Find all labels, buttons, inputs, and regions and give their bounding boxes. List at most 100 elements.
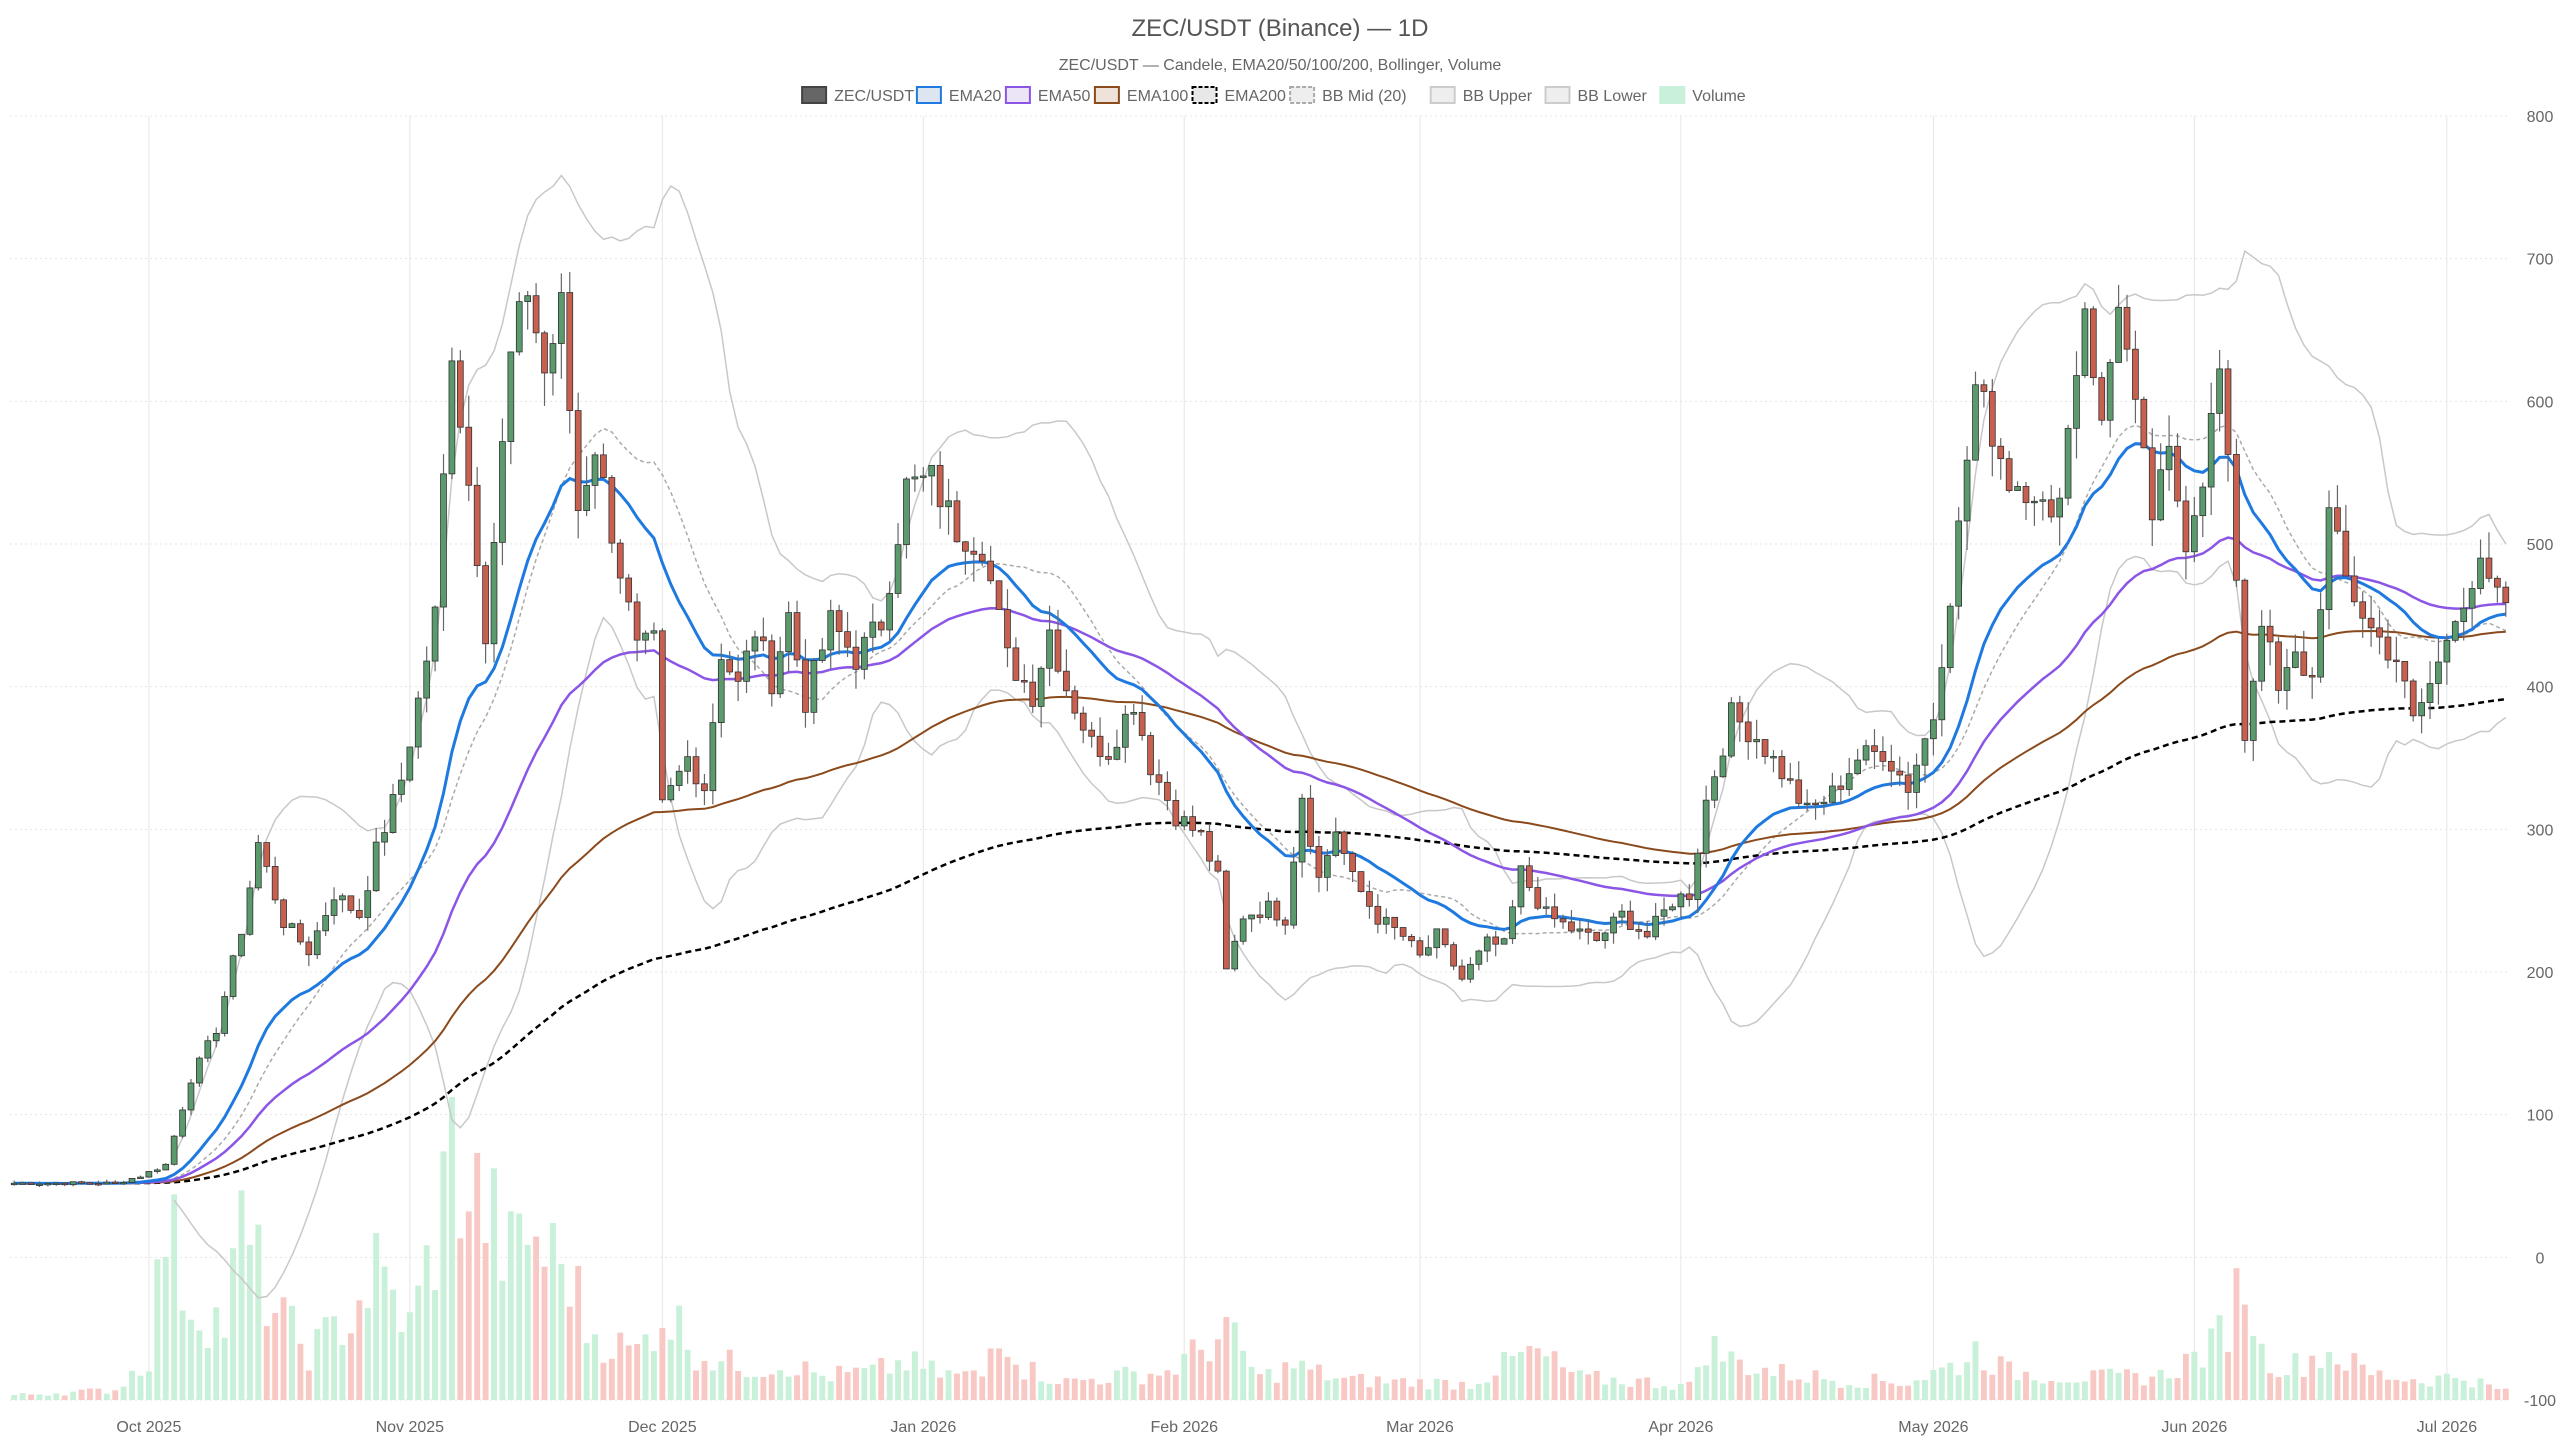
legend-swatch — [1191, 86, 1218, 104]
volume-bar — [53, 1393, 60, 1400]
candle-body — [1770, 756, 1777, 759]
volume-bar — [2208, 1328, 2215, 1400]
legend-item: EMA200 — [1191, 86, 1286, 105]
volume-bar — [1720, 1361, 1726, 1400]
volume-bar — [2494, 1388, 2501, 1400]
volume-bar — [1972, 1341, 1979, 1400]
volume-bar — [970, 1370, 977, 1400]
candle-body — [440, 473, 447, 608]
candle-body — [389, 794, 397, 833]
candle-body — [591, 454, 599, 486]
volume-bar — [2140, 1385, 2147, 1400]
volume-bar — [1391, 1379, 1398, 1400]
candle-body — [1736, 702, 1744, 723]
candle-body — [2334, 507, 2341, 532]
candle-body — [1248, 914, 1255, 920]
y-tick-label: -100 — [2524, 1393, 2556, 1410]
candle-body — [2165, 445, 2173, 471]
legend-swatch — [801, 86, 828, 104]
candle-body — [1761, 739, 1769, 757]
volume-bar — [2216, 1315, 2223, 1400]
legend-item: EMA20 — [915, 86, 1001, 105]
volume-bar — [1930, 1370, 1937, 1400]
volume-bar — [1130, 1371, 1137, 1400]
legend-swatch — [1004, 86, 1031, 104]
candle-body — [1096, 735, 1104, 757]
volume-bar — [70, 1391, 77, 1400]
ema50-line — [14, 536, 2506, 1185]
volume-bar — [1610, 1377, 1617, 1400]
volume-bar — [1947, 1362, 1954, 1400]
legend-label: BB Lower — [1578, 88, 1648, 105]
volume-bar — [1299, 1360, 1306, 1400]
volume-bar — [2385, 1379, 2391, 1400]
candle-body — [456, 360, 464, 428]
candle-body — [2047, 499, 2055, 518]
legend-swatch — [1289, 86, 1316, 104]
candle-body — [1391, 916, 1399, 928]
volume-bar — [11, 1395, 18, 1400]
volume-bar — [516, 1213, 523, 1400]
volume-bar — [836, 1365, 843, 1400]
candle-body — [760, 636, 767, 642]
candle-body — [1004, 609, 1011, 649]
candle-body — [936, 465, 944, 508]
candle-body — [2106, 362, 2114, 421]
volume-bar — [2393, 1379, 2400, 1400]
volume-bar — [1593, 1370, 1600, 1400]
candle-body — [473, 484, 481, 567]
candle-body — [827, 610, 835, 651]
volume-bar — [1736, 1359, 1743, 1400]
volume-bar — [2149, 1376, 2156, 1400]
candle-body — [2022, 486, 2030, 504]
candle-body — [852, 646, 860, 670]
candle-body — [566, 292, 574, 411]
volume-bar — [1585, 1374, 1592, 1400]
candle-body — [995, 580, 1003, 610]
volume-bar — [44, 1395, 51, 1400]
candle-body — [1526, 865, 1533, 888]
volume-bar — [1576, 1370, 1583, 1400]
volume-bar — [2225, 1351, 2231, 1400]
volume-bar — [28, 1394, 34, 1400]
volume-bar — [844, 1372, 851, 1400]
candle-body — [1467, 963, 1474, 980]
volume-bar — [810, 1372, 817, 1400]
volume-bar — [406, 1312, 413, 1400]
candle-body — [962, 541, 969, 552]
ema100-line — [14, 629, 2506, 1185]
volume-bar — [541, 1266, 548, 1400]
volume-bar — [726, 1349, 733, 1400]
volume-bar — [1408, 1386, 1415, 1400]
candle-body — [2182, 500, 2190, 553]
volume-bar — [2048, 1380, 2055, 1400]
candle-body — [1837, 785, 1845, 790]
candle-body — [2199, 486, 2207, 517]
volume-bar — [743, 1377, 750, 1400]
candle-body — [2502, 586, 2510, 604]
volume-bar — [137, 1375, 144, 1400]
candle-body — [103, 1181, 111, 1185]
candle-body — [1458, 965, 1466, 980]
volume-bar — [1922, 1379, 1928, 1400]
legend-item: EMA50 — [1004, 86, 1090, 105]
candle-body — [27, 1182, 35, 1185]
candle-body — [423, 660, 431, 699]
volume-bar — [1113, 1370, 1120, 1400]
volume-bar — [1492, 1375, 1499, 1400]
volume-bar — [78, 1389, 85, 1400]
candle-body — [120, 1181, 127, 1185]
candle-body — [1307, 797, 1314, 847]
volume-bar — [878, 1358, 885, 1400]
candle-body — [1669, 906, 1676, 911]
volume-bar — [162, 1256, 169, 1400]
volume-bar — [962, 1371, 969, 1400]
candle-body — [1323, 855, 1331, 878]
volume-bar — [1071, 1378, 1078, 1400]
volume-bar — [1021, 1379, 1028, 1400]
candle-body — [2384, 636, 2392, 661]
volume-bar — [280, 1297, 287, 1400]
x-tick-label: Nov 2025 — [376, 1419, 445, 1436]
candle-body — [717, 659, 725, 724]
volume-bar — [2191, 1351, 2198, 1400]
